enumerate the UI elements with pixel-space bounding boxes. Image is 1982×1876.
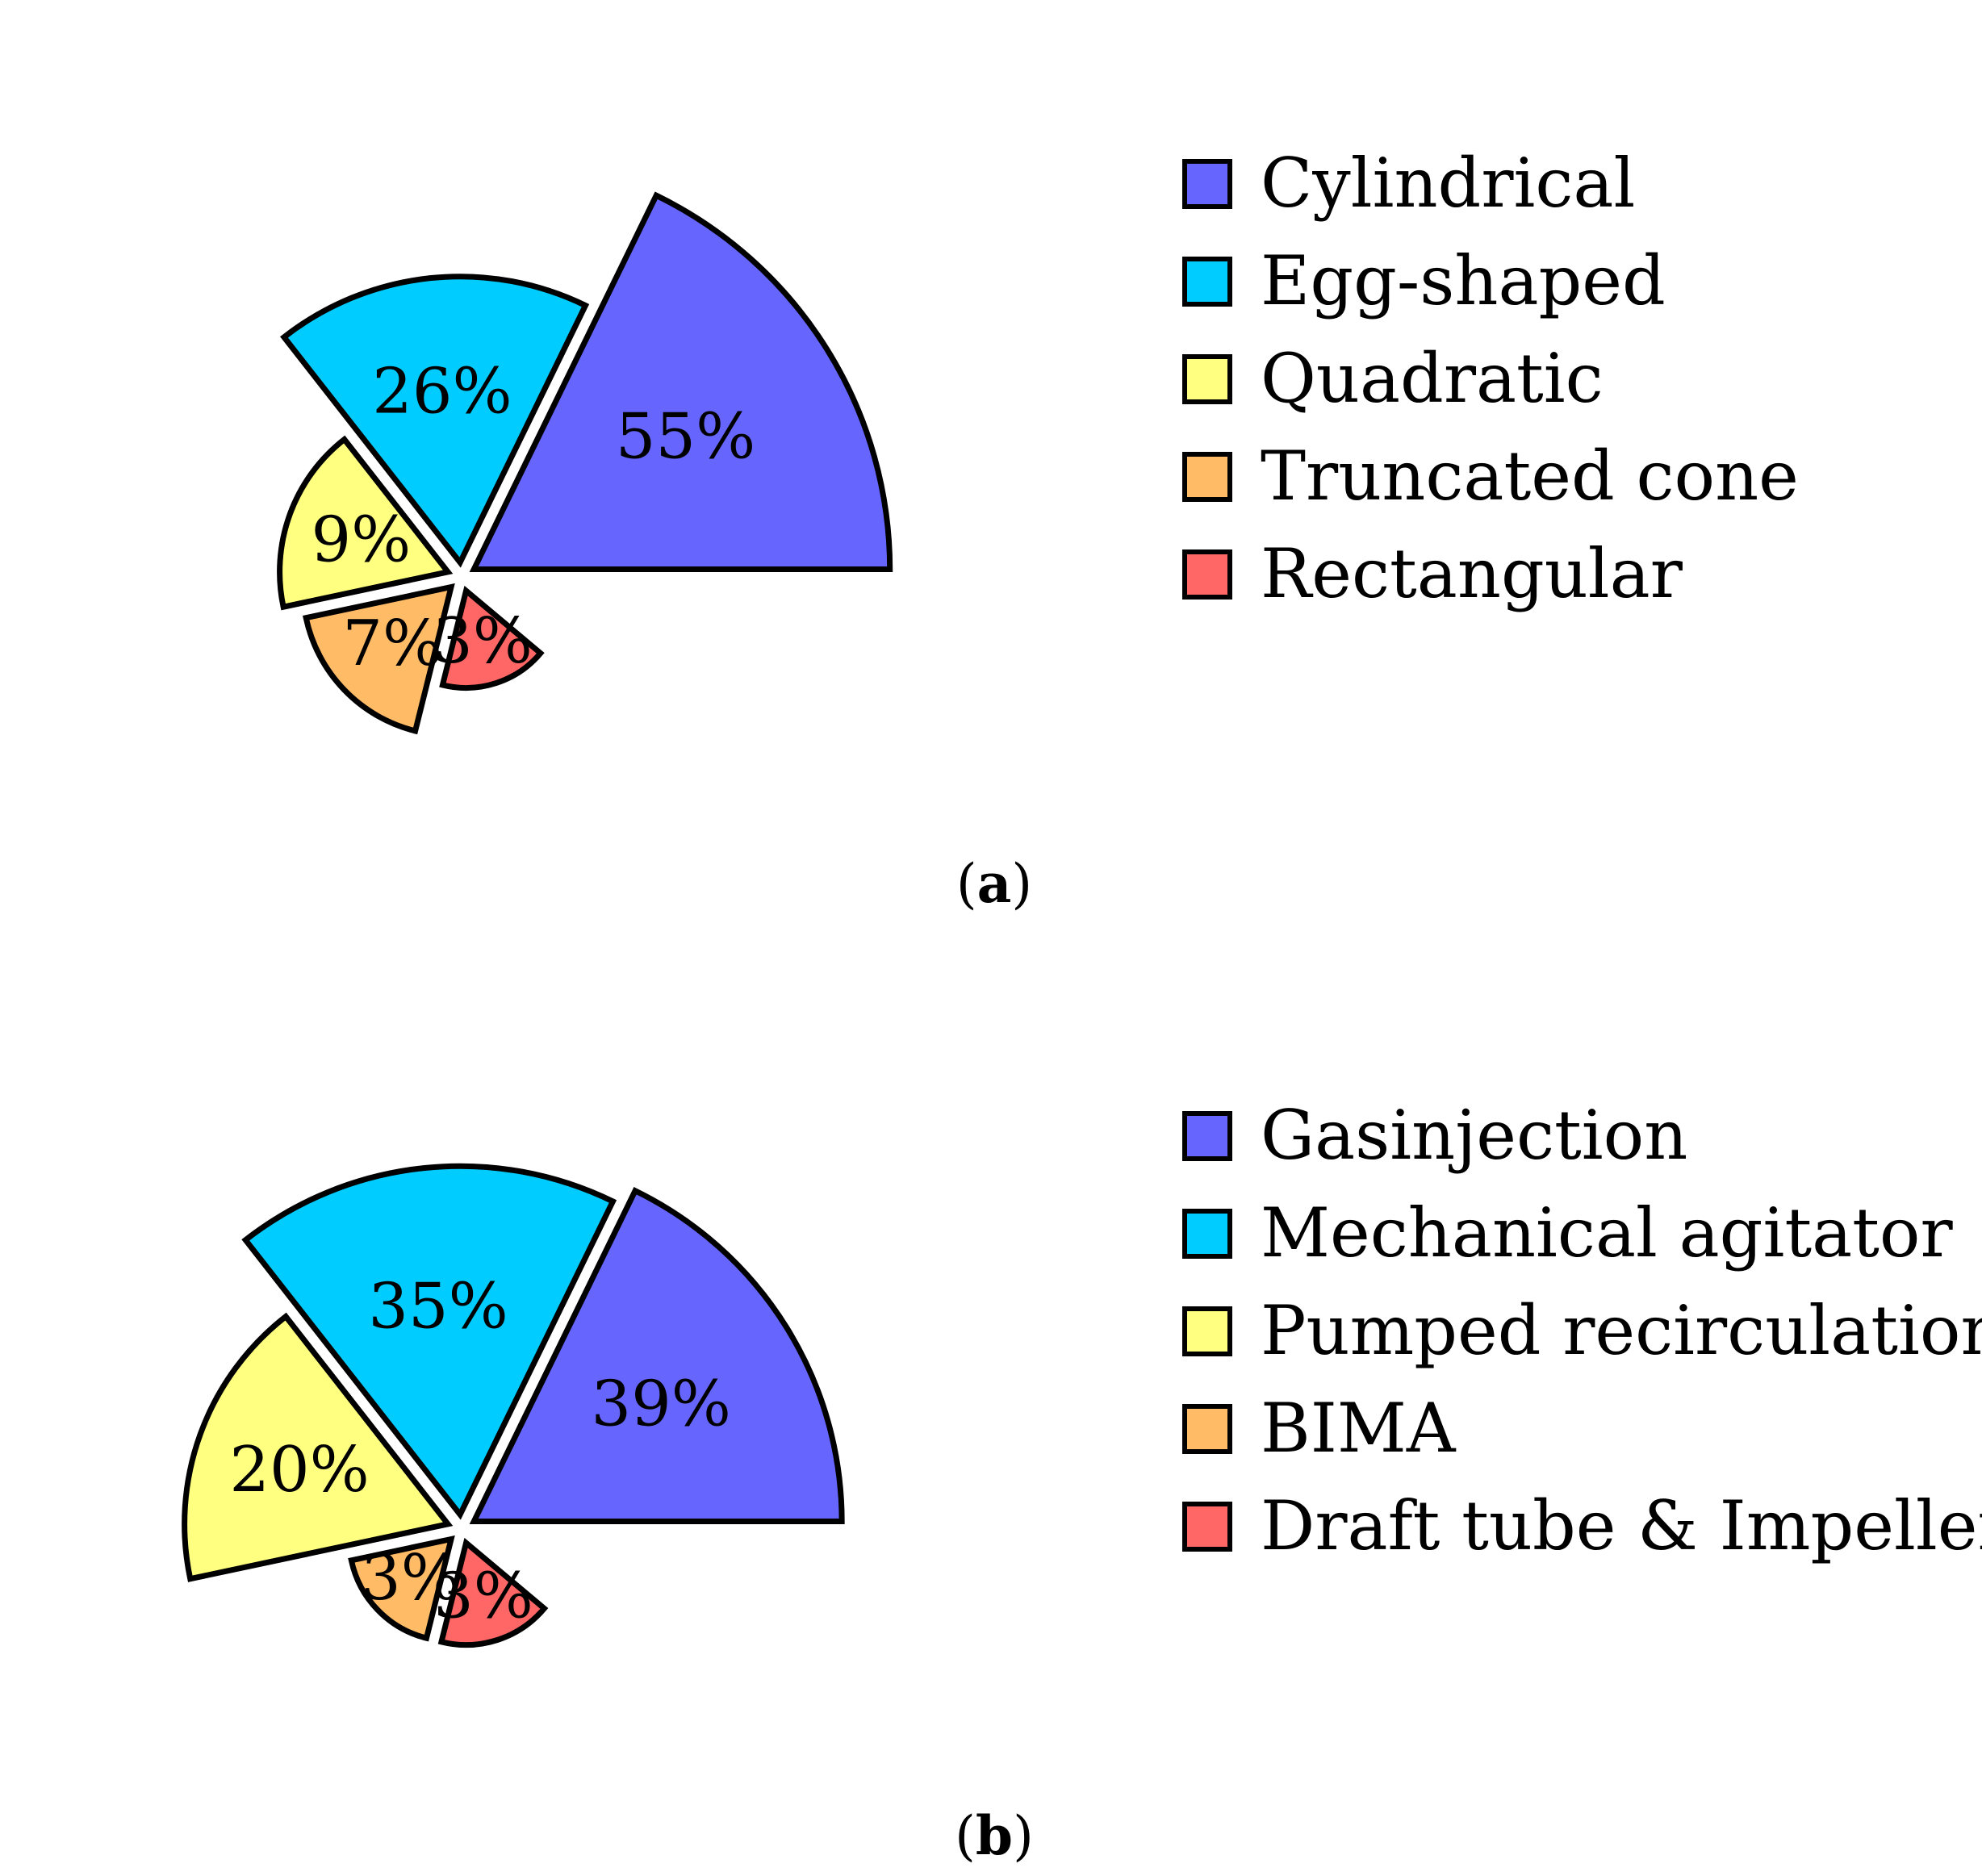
chart-b-legend-label-mechanical-agitator: Mechanical agitator (1261, 1193, 1953, 1272)
chart-a-label-rectangular: 3% (433, 605, 533, 678)
chart-a-legend-swatch-rectangular (1182, 549, 1232, 600)
chart-b-wedge-mechanical-agitator (241, 1163, 617, 1520)
chart-b-legend-swatch-gasinjection (1182, 1111, 1232, 1161)
chart-b-label-gasinjection: 39% (592, 1368, 731, 1441)
chart-b-legend-label-bima: BIMA (1261, 1389, 1457, 1468)
chart-a: 55% 26% 9% 7%3% Cylindrical Egg-shaped Quadrat… (277, 144, 1799, 915)
chart-a-wedge-rectangular (439, 585, 545, 691)
chart-a-wedge-cylindrical (469, 191, 893, 572)
chart-b-wedge-gasinjection (469, 1187, 845, 1524)
chart-a-legend-label-egg-shaped: Egg-shaped (1261, 241, 1666, 320)
chart-a-label-quadratic: 9% (311, 504, 411, 577)
chart-b-legend-swatch-pumped-recirculation (1182, 1306, 1232, 1356)
chart-b-legend-swatch-draft-tube-and-impeller (1182, 1502, 1232, 1552)
chart-a-label-egg-shaped: 26% (372, 356, 512, 428)
chart-a-wedge-egg-shaped (280, 274, 590, 568)
chart-b-legend-swatch-bima (1182, 1404, 1232, 1454)
chart-a-legend-swatch-quadratic (1182, 354, 1232, 404)
chart-b-caption: (b) (955, 1804, 1034, 1867)
chart-b: 39% 35% 20% 3%3% Gasinjection Mechanical agit… (182, 1096, 1982, 1867)
chart-a-legend-swatch-truncated-cone (1182, 452, 1232, 502)
chart-a-legend-label-truncated-cone: Truncated cone (1261, 437, 1799, 516)
chart-b-legend-label-pumped-recirculation: Pumped recirculation (1261, 1291, 1982, 1370)
chart-b-legend-label-gasinjection: Gasinjection (1261, 1096, 1687, 1175)
chart-b-wedge-bima (348, 1535, 455, 1642)
chart-b-label-pumped-recirculation: 20% (229, 1434, 369, 1506)
chart-a-label-cylindrical: 55% (616, 401, 755, 474)
chart-b-wedge-draft-tube-and-impeller (437, 1537, 549, 1648)
chart-a-legend-label-rectangular: Rectangular (1261, 534, 1683, 613)
chart-b-legend-label-draft-tube-and-impeller: Draft tube & Impeller (1261, 1486, 1982, 1565)
chart-b-label-bima: 3% (361, 1542, 461, 1615)
chart-a-label-truncated-cone: 7% (342, 608, 442, 680)
chart-a-legend-label-cylindrical: Cylindrical (1261, 144, 1635, 223)
chart-b-wedge-pumped-recirculation (182, 1312, 454, 1582)
chart-a-wedge-quadratic (277, 435, 454, 611)
chart-a-legend-label-quadratic: Quadratic (1261, 339, 1604, 418)
chart-b-label-draft-tube-and-impeller: 3% (433, 1560, 533, 1632)
chart-a-wedge-truncated-cone (303, 583, 455, 735)
chart-a-legend-swatch-cylindrical (1182, 159, 1232, 209)
chart-b-label-mechanical-agitator: 35% (368, 1270, 508, 1343)
chart-a-legend-swatch-egg-shaped (1182, 257, 1232, 307)
chart-a-caption: (a) (956, 852, 1032, 915)
chart-b-legend-swatch-mechanical-agitator (1182, 1209, 1232, 1259)
